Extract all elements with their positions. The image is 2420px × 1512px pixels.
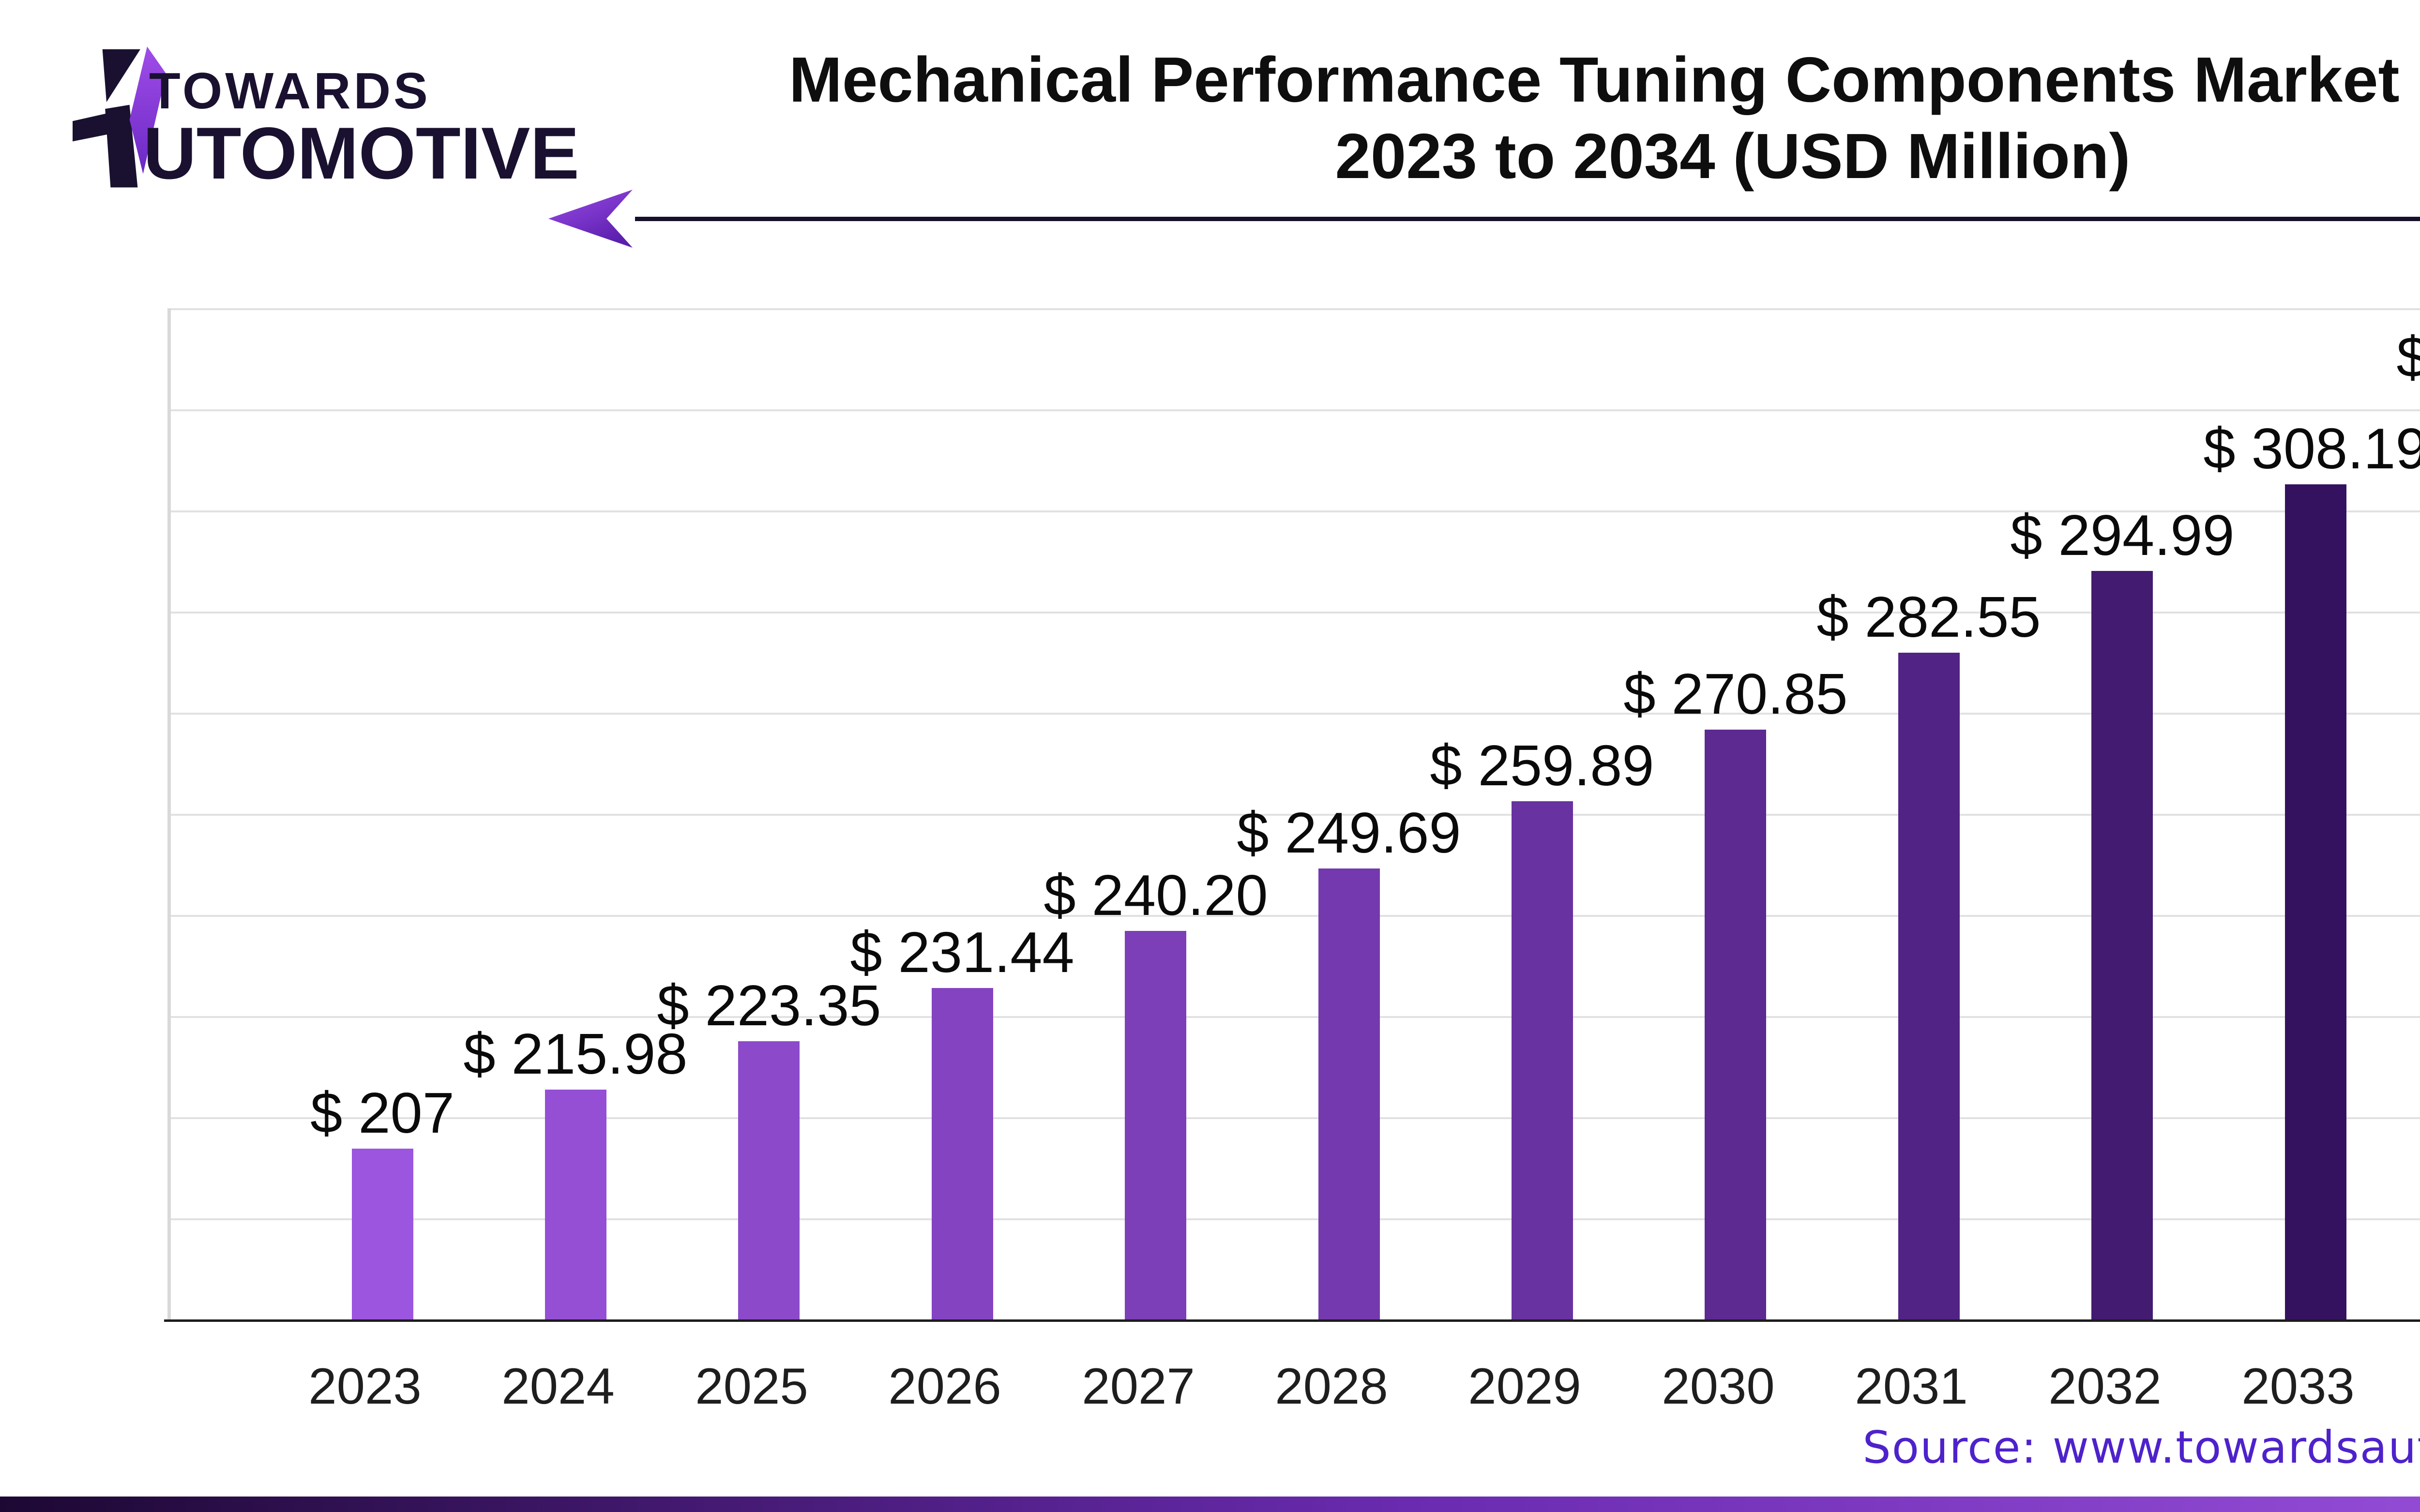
brand-logo-mark-icon (73, 46, 166, 188)
chart-title-line1: Mechanical Performance Tuning Components… (789, 44, 2420, 115)
bar-2024 (545, 1090, 606, 1319)
gridline (171, 814, 2420, 816)
bar-value-label-2034: $ 322.14 (2396, 325, 2420, 390)
x-axis-label-2029: 2029 (1468, 1358, 1581, 1415)
x-axis-label-2032: 2032 (2048, 1358, 2162, 1415)
bar-value-label-2028: $ 249.69 (1237, 801, 1461, 866)
bar-2026 (932, 988, 993, 1319)
logo-kite-shape (129, 46, 166, 174)
logo-apex-triangle (102, 49, 140, 102)
gridline (171, 1218, 2420, 1220)
bar-2031 (1898, 653, 1960, 1319)
y-axis-line (167, 308, 171, 1322)
bar-value-label-2026: $ 231.44 (850, 920, 1074, 985)
x-axis-label-2030: 2030 (1662, 1358, 1775, 1415)
brand-name-bottom: UTOMOTIVE (143, 112, 579, 195)
bar-value-label-2031: $ 282.55 (1816, 585, 2041, 650)
bar-value-label-2024: $ 215.98 (463, 1022, 688, 1087)
gridline (171, 915, 2420, 917)
x-axis-label-2026: 2026 (888, 1358, 1001, 1415)
x-axis-label-2031: 2031 (1855, 1358, 1968, 1415)
brand-name-top: TOWARDS (149, 62, 431, 120)
bar-value-label-2029: $ 259.89 (1430, 734, 1654, 798)
bar-value-label-2027: $ 240.20 (1044, 863, 1268, 928)
gridline (171, 308, 2420, 310)
chart-title: Mechanical Performance Tuning Components… (789, 42, 2420, 195)
bar-2027 (1125, 931, 1186, 1319)
chart-title-line2: 2023 to 2034 (USD Million) (1335, 120, 2131, 192)
x-axis-label-2027: 2027 (1082, 1358, 1195, 1415)
x-axis-label-2033: 2033 (2241, 1358, 2355, 1415)
x-axis-line (164, 1319, 2420, 1322)
gridline (171, 510, 2420, 512)
arrow-line (635, 217, 2420, 221)
bar-2023 (352, 1149, 413, 1319)
bar-2029 (1512, 801, 1573, 1319)
bar-value-label-2032: $ 294.99 (2010, 503, 2235, 568)
bar-2033 (2285, 484, 2346, 1319)
x-axis-label-2024: 2024 (501, 1358, 615, 1415)
bar-value-label-2030: $ 270.85 (1623, 662, 1848, 727)
brand-logo: TOWARDS UTOMOTIVE (73, 43, 678, 202)
bar-value-label-2023: $ 207 (310, 1081, 454, 1146)
bar-2025 (738, 1041, 800, 1319)
x-axis-label-2025: 2025 (695, 1358, 808, 1415)
gridline (171, 713, 2420, 715)
bar-value-label-2025: $ 223.35 (657, 973, 881, 1038)
x-axis-label-2028: 2028 (1275, 1358, 1388, 1415)
gridline (171, 409, 2420, 411)
arrow-left-icon (548, 190, 633, 248)
bar-2032 (2091, 571, 2153, 1319)
bar-2030 (1705, 730, 1766, 1319)
gridline (171, 1016, 2420, 1018)
x-axis-label-2023: 2023 (308, 1358, 422, 1415)
bar-value-label-2033: $ 308.19 (2203, 417, 2420, 481)
bar-2028 (1318, 868, 1380, 1319)
logo-leg-shape (105, 105, 138, 188)
gridline (171, 1117, 2420, 1119)
source-attribution-link[interactable]: Source: www.towardsautomotive.com (1862, 1422, 2420, 1473)
plot-area: $ 207 2023 $ 215.98 2024 $ 223.35 2025 $ 231.4… (164, 308, 2420, 1412)
bottom-accent-strip (0, 1497, 2420, 1512)
gridline (171, 612, 2420, 614)
